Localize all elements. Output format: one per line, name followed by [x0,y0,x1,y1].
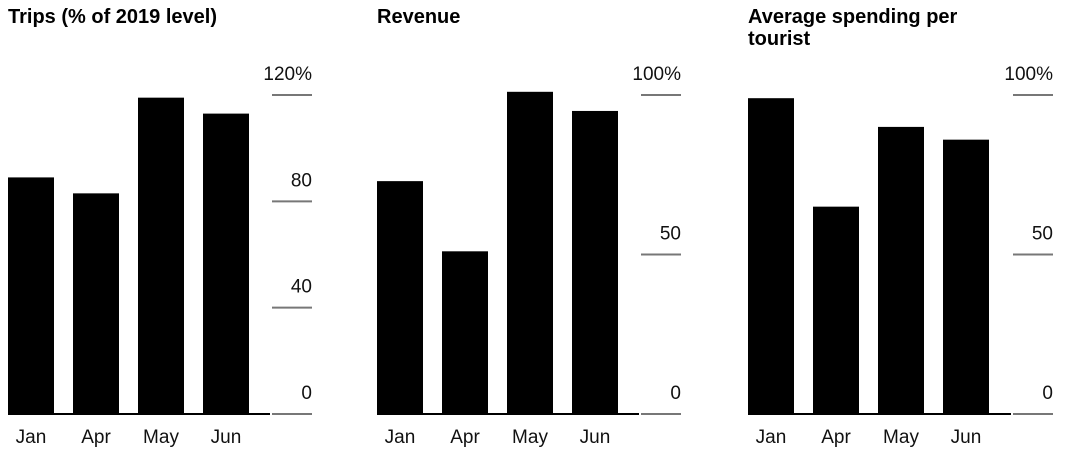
x-tick-label: Apr [450,427,480,448]
y-tick-label: 100% [632,64,681,85]
x-tick-label: Apr [81,427,111,448]
x-tick-label: May [143,427,179,448]
bar [943,139,989,414]
x-tick-label: Jan [16,427,47,448]
x-tick-label: May [883,427,919,448]
x-tick-label: Jun [580,427,611,448]
y-tick-label: 0 [670,383,681,404]
y-tick-label: 0 [301,383,312,404]
bar [572,110,618,414]
chart-title: Average spending per tourist [748,6,958,50]
x-tick-label: Apr [821,427,851,448]
bar [8,177,54,414]
y-tick-label: 80 [291,170,312,191]
bar [748,98,794,414]
x-tick-label: Jun [951,427,982,448]
y-tick-label: 40 [291,277,312,298]
x-tick-label: May [512,427,548,448]
bar [813,206,859,414]
bar [878,126,924,415]
y-tick-label: 100% [1004,64,1053,85]
y-tick-label: 50 [1032,224,1053,245]
bar [377,181,423,414]
chart-title: Revenue [377,6,461,28]
bar [203,113,249,414]
x-tick-label: Jan [385,427,416,448]
chart-title: Trips (% of 2019 level) [8,6,217,28]
bar [507,91,553,414]
bar [138,97,184,415]
x-tick-label: Jan [756,427,787,448]
y-tick-label: 50 [660,224,681,245]
x-tick-label: Jun [211,427,242,448]
bar [442,251,488,414]
y-tick-label: 120% [263,64,312,85]
bar [73,193,119,414]
y-tick-label: 0 [1042,383,1053,404]
